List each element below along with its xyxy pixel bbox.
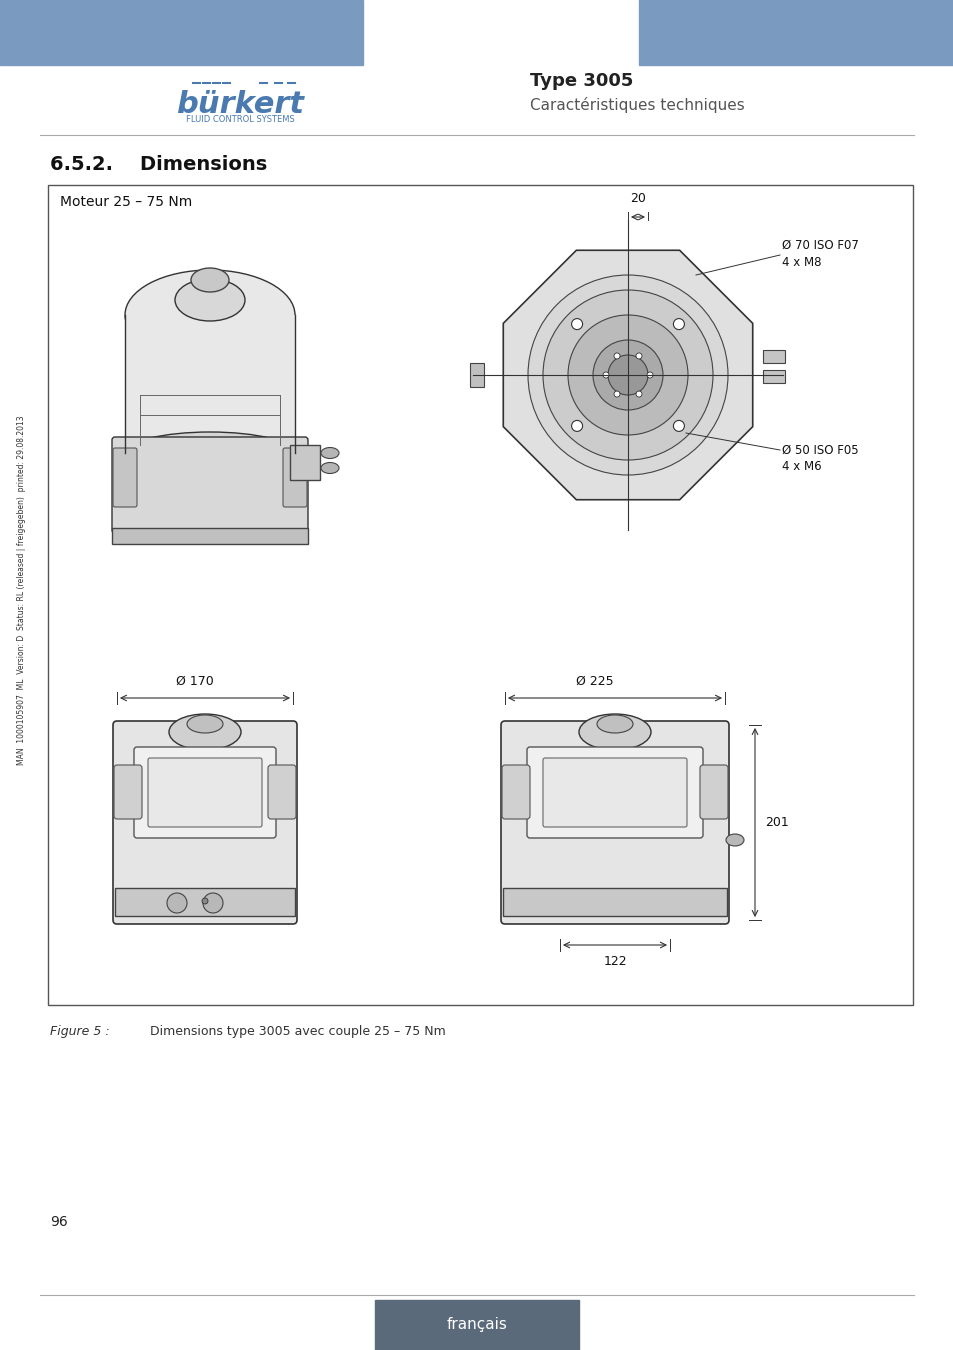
Text: Caractéristiques techniques: Caractéristiques techniques [530,97,744,113]
Ellipse shape [169,714,241,751]
Bar [470,363,483,387]
Text: 201: 201 [764,815,788,829]
Text: FLUID CONTROL SYSTEMS: FLUID CONTROL SYSTEMS [186,115,294,124]
Circle shape [673,319,683,329]
FancyBboxPatch shape [112,448,137,508]
Circle shape [614,392,619,397]
Circle shape [636,352,641,359]
Text: 96: 96 [50,1215,68,1228]
Circle shape [673,420,683,432]
Text: 20: 20 [629,192,645,205]
Circle shape [203,892,223,913]
FancyBboxPatch shape [542,757,686,828]
Bar [125,315,294,455]
Text: 122: 122 [602,954,626,968]
FancyBboxPatch shape [283,448,307,508]
Bar [762,350,784,363]
Ellipse shape [125,432,294,474]
Ellipse shape [320,447,338,459]
Circle shape [593,340,662,410]
Bar [0,0,363,65]
FancyBboxPatch shape [500,721,728,923]
Ellipse shape [187,716,223,733]
Text: 4 x M8: 4 x M8 [781,255,821,269]
Circle shape [646,373,652,378]
FancyBboxPatch shape [148,757,262,828]
Circle shape [614,352,619,359]
Bar [48,185,912,1004]
Text: Ø 70 ISO F07: Ø 70 ISO F07 [781,239,858,251]
Polygon shape [503,250,752,500]
Ellipse shape [174,279,245,321]
Text: Figure 5 :: Figure 5 : [50,1025,110,1038]
Text: Type 3005: Type 3005 [530,72,633,90]
Text: français: français [446,1318,507,1332]
FancyBboxPatch shape [112,437,308,533]
FancyBboxPatch shape [501,765,530,819]
FancyBboxPatch shape [113,765,142,819]
Bar [375,1300,578,1350]
Circle shape [527,275,727,475]
Text: Ø 225: Ø 225 [576,675,613,688]
FancyBboxPatch shape [700,765,727,819]
FancyBboxPatch shape [526,747,702,838]
Circle shape [571,420,582,432]
Text: 6.5.2.    Dimensions: 6.5.2. Dimensions [50,155,267,174]
Circle shape [567,315,687,435]
Bar [290,446,319,481]
Circle shape [602,373,608,378]
Ellipse shape [125,270,294,360]
Bar [762,370,784,383]
Text: 4 x M6: 4 x M6 [781,460,821,474]
Circle shape [202,898,208,904]
Bar [502,888,726,917]
Ellipse shape [578,714,650,751]
Text: bürkert: bürkert [175,90,304,119]
Text: Ø 50 ISO F05: Ø 50 ISO F05 [781,444,858,456]
Circle shape [636,392,641,397]
Text: Dimensions type 3005 avec couple 25 – 75 Nm: Dimensions type 3005 avec couple 25 – 75… [150,1025,445,1038]
Bar [112,528,308,544]
FancyBboxPatch shape [112,721,296,923]
Text: Moteur 25 – 75 Nm: Moteur 25 – 75 Nm [60,194,193,209]
Ellipse shape [191,269,229,292]
Bar [639,0,953,65]
Circle shape [542,290,712,460]
Circle shape [571,319,582,329]
FancyBboxPatch shape [133,747,275,838]
Text: MAN  1000105907  ML  Version: D  Status: RL (released | freigegeben)  printed: 2: MAN 1000105907 ML Version: D Status: RL … [17,416,27,765]
Ellipse shape [725,834,743,846]
Circle shape [607,355,647,396]
Ellipse shape [597,716,633,733]
Ellipse shape [320,463,338,474]
FancyBboxPatch shape [268,765,295,819]
Bar [115,888,294,917]
Text: Ø 170: Ø 170 [176,675,213,688]
Circle shape [167,892,187,913]
